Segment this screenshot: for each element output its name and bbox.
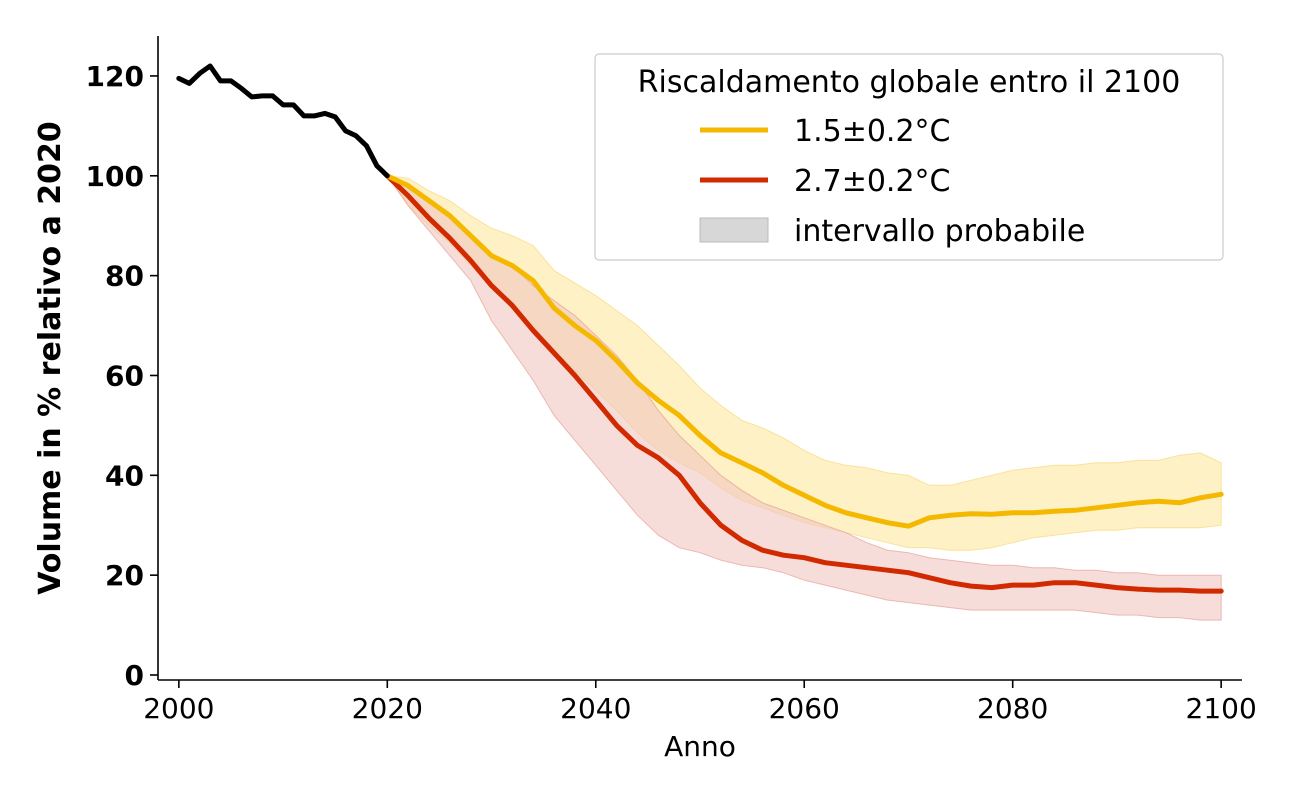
y-tick-label: 0 — [125, 659, 144, 692]
y-tick-label: 20 — [105, 559, 144, 592]
y-tick-label: 40 — [105, 459, 144, 492]
y-tick-label: 80 — [105, 260, 144, 293]
x-tick-label: 2060 — [769, 692, 840, 725]
band-2-7c — [385, 174, 1222, 621]
legend-box — [594, 53, 1224, 261]
series-line-2-7c — [384, 173, 1224, 594]
x-axis-label: Anno — [664, 730, 736, 763]
legend-label-band: intervallo probabile — [794, 214, 1085, 249]
x-tick-label: 2000 — [143, 692, 214, 725]
x-tick-label: 2100 — [1186, 692, 1257, 725]
axes — [157, 36, 1242, 681]
y-tick-label: 60 — [105, 359, 144, 392]
series-line-historical — [176, 63, 390, 179]
legend-swatch-band — [699, 217, 769, 243]
y-tick-label: 100 — [86, 160, 144, 193]
y-axis-label: Volume in % relativo a 2020 — [33, 121, 68, 595]
legend-label-2-7c: 2.7±0.2°C — [794, 164, 951, 199]
series-line-1-5c — [384, 173, 1224, 529]
x-tick-label: 2080 — [977, 692, 1048, 725]
series-lines — [176, 63, 1224, 594]
x-tick-label: 2020 — [352, 692, 423, 725]
legend-title: Riscaldamento globale entro il 2100 — [638, 65, 1181, 100]
legend-label-1-5c: 1.5±0.2°C — [794, 114, 951, 149]
x-tick-label: 2040 — [560, 692, 631, 725]
y-tick-label: 120 — [86, 60, 144, 93]
legend: Riscaldamento globale entro il 2100 1.5±… — [594, 53, 1224, 261]
